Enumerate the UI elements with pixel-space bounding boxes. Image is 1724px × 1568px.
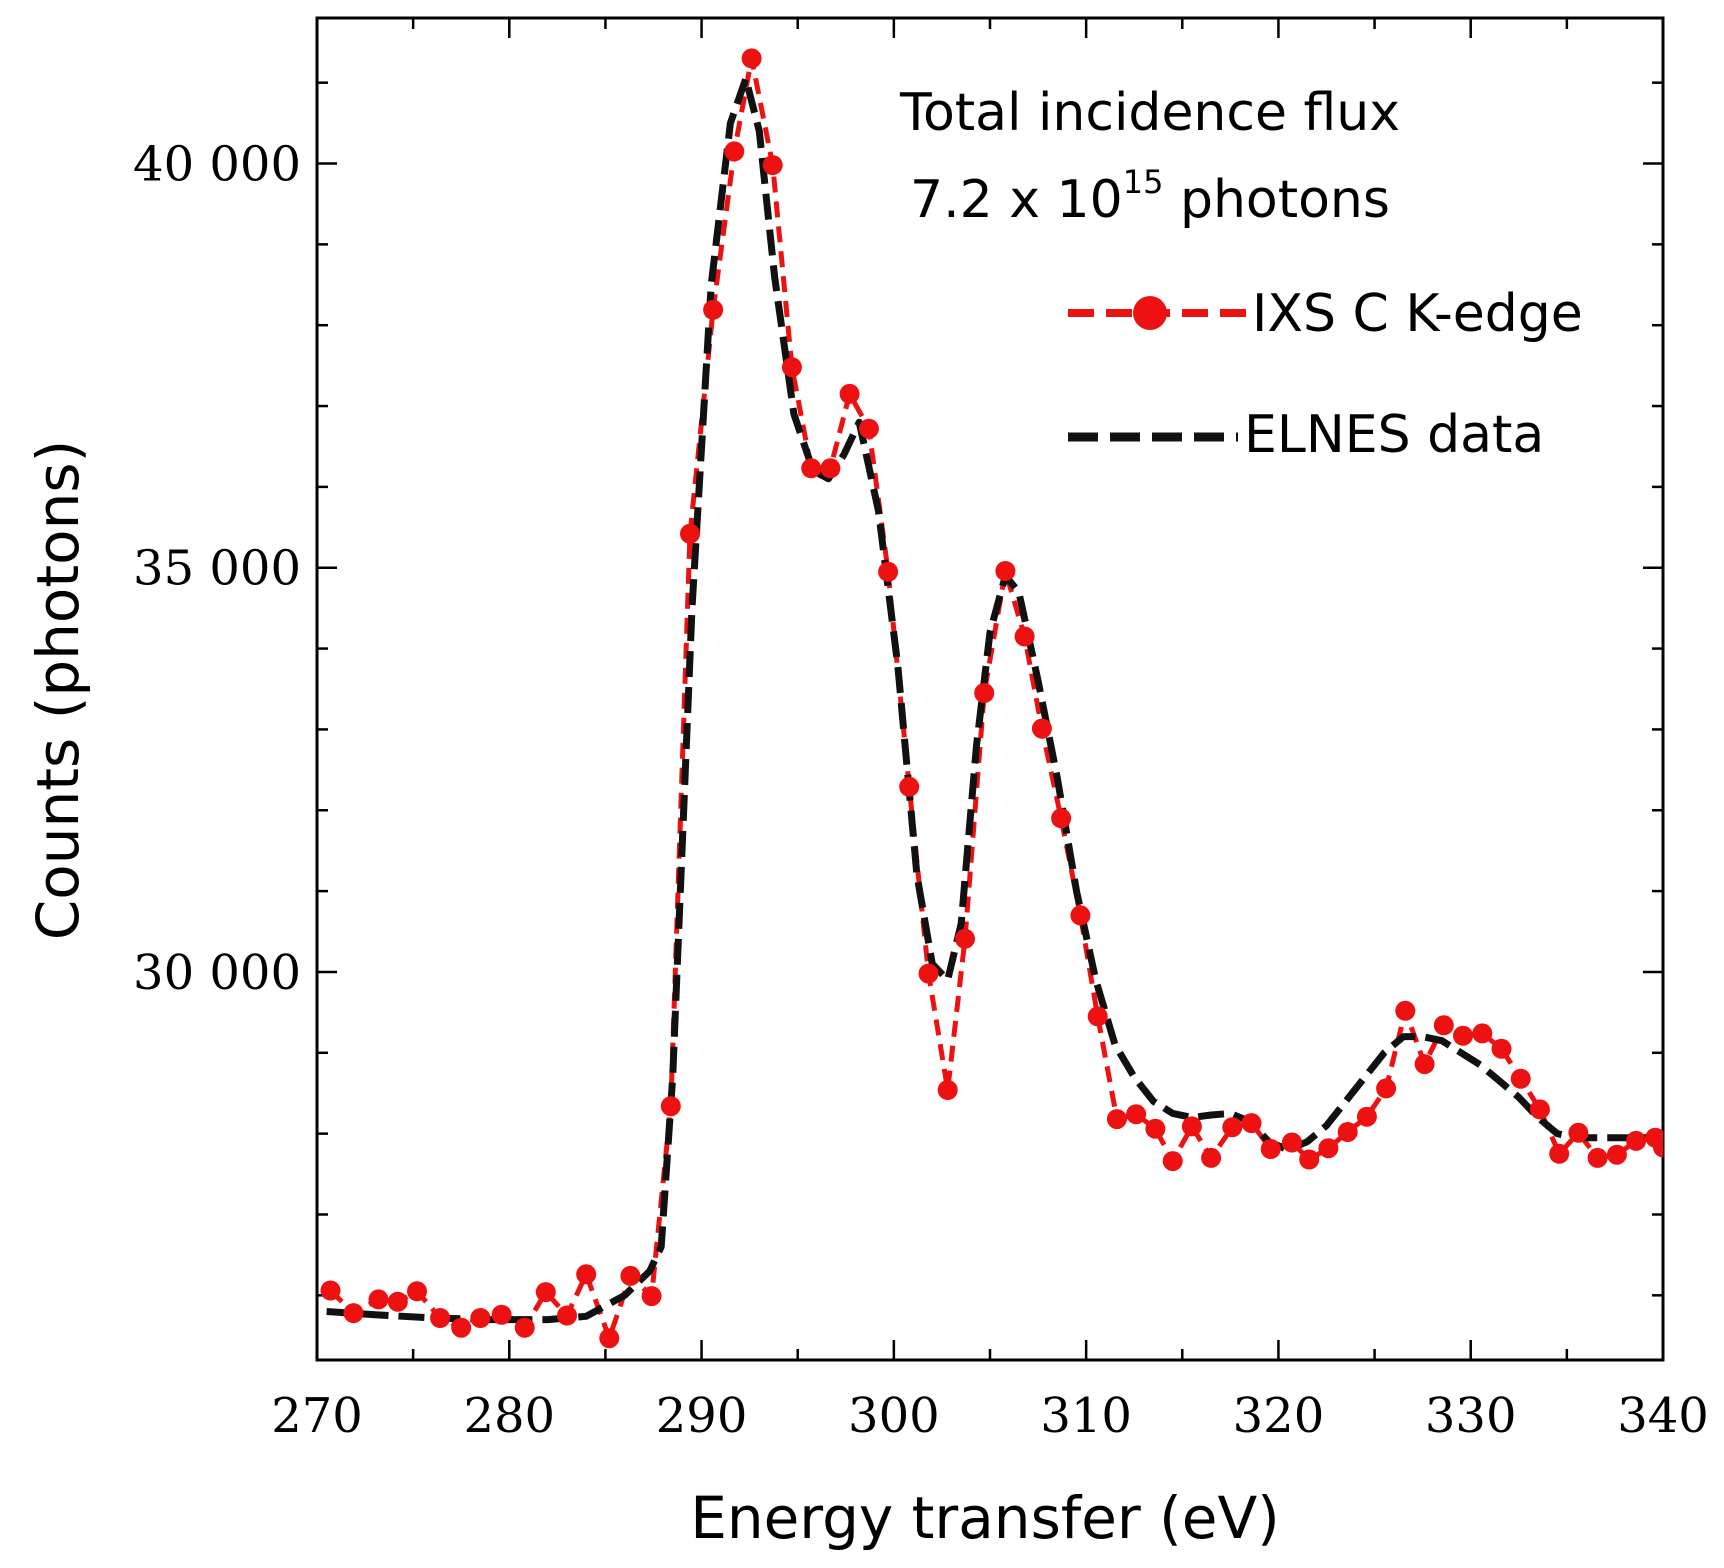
- y-tick-label: 30 000: [133, 945, 301, 1001]
- ixs-data-point: [741, 48, 762, 69]
- ixs-data-point: [1510, 1068, 1531, 1089]
- ixs-data-point: [599, 1328, 620, 1349]
- ixs-data-point: [1106, 1109, 1127, 1130]
- annotation-line-2: 7.2 x 1015 photons: [910, 163, 1390, 230]
- ixs-data-point: [641, 1286, 662, 1307]
- annotation-line-1: Total incidence flux: [899, 83, 1400, 143]
- annotation-superscript: 15: [1123, 163, 1164, 201]
- ixs-data-point: [1529, 1099, 1550, 1120]
- x-tick-labels: 270 280 290 300 310 320 330 340: [271, 1388, 1709, 1444]
- ixs-data-point: [1126, 1104, 1147, 1125]
- ixs-data-point: [1241, 1113, 1262, 1134]
- ixs-data-point: [1070, 905, 1091, 926]
- ixs-data-point: [1162, 1151, 1183, 1172]
- ixs-data-point: [368, 1289, 389, 1310]
- elnes-series-line: [326, 75, 1663, 1324]
- y-tick-label: 35 000: [133, 541, 301, 597]
- ixs-data-point: [1356, 1106, 1377, 1127]
- ixs-data-point: [1376, 1078, 1397, 1099]
- x-tick-label: 290: [656, 1388, 748, 1444]
- ixs-data-point: [1281, 1132, 1302, 1153]
- ixs-data-point: [491, 1304, 512, 1325]
- x-tick-label: 270: [271, 1388, 363, 1444]
- y-tick-label: 40 000: [133, 137, 301, 193]
- y-axis-title: Counts (photons): [24, 440, 92, 940]
- y-tick-labels: 30 000 35 000 40 000: [133, 137, 301, 1001]
- ixs-data-point: [918, 963, 939, 984]
- ixs-data-point: [430, 1308, 451, 1328]
- ixs-data-point: [1181, 1116, 1202, 1137]
- ixs-data-point: [1222, 1117, 1243, 1138]
- series-layer: [320, 48, 1663, 1349]
- ixs-data-point: [1491, 1038, 1512, 1059]
- ixs-data-point: [620, 1265, 641, 1286]
- ixs-data-point: [1626, 1130, 1647, 1151]
- ixs-data-point: [878, 561, 899, 582]
- ixs-data-point: [1031, 718, 1052, 739]
- ixs-data-point: [955, 928, 975, 949]
- x-tick-label: 320: [1233, 1388, 1325, 1444]
- ixs-data-point: [407, 1281, 427, 1302]
- annotation-line-2-prefix: 7.2 x 10: [910, 170, 1123, 230]
- ixs-data-point: [1260, 1139, 1281, 1159]
- ixs-data-point: [1395, 1000, 1416, 1021]
- ixs-data-point: [1014, 626, 1035, 647]
- ixs-data-point: [801, 458, 822, 479]
- ixs-data-point: [1587, 1147, 1608, 1168]
- ixs-data-point: [724, 141, 745, 162]
- x-axis-title: Energy transfer (eV): [690, 1484, 1280, 1552]
- ixs-data-point: [1299, 1149, 1320, 1170]
- legend-ixs-label: IXS C K-edge: [1252, 284, 1583, 344]
- ixs-data-point: [680, 523, 700, 544]
- ixs-data-point: [995, 561, 1016, 581]
- ixs-data-point: [1145, 1118, 1166, 1139]
- ixs-data-point: [451, 1317, 472, 1338]
- x-tick-label: 310: [1040, 1388, 1132, 1444]
- ixs-data-point: [1568, 1122, 1589, 1143]
- ixs-data-point: [1453, 1025, 1473, 1046]
- ixs-markers: [320, 48, 1663, 1349]
- ixs-data-point: [1549, 1143, 1570, 1164]
- axis-ticks: [315, 18, 1665, 1360]
- ixs-data-point: [1472, 1023, 1493, 1044]
- ixs-data-point: [1051, 808, 1072, 829]
- ixs-data-point: [703, 299, 724, 320]
- x-tick-label: 340: [1617, 1388, 1709, 1444]
- x-tick-label: 330: [1425, 1388, 1517, 1444]
- ixs-data-point: [514, 1317, 535, 1338]
- legend-elnes-label: ELNES data: [1244, 405, 1544, 465]
- x-tick-label: 300: [848, 1388, 940, 1444]
- legend: IXS C K-edge ELNES data: [1068, 284, 1583, 465]
- ixs-data-point: [1201, 1147, 1222, 1168]
- ixs-data-point: [660, 1096, 681, 1117]
- x-tick-label: 280: [463, 1388, 555, 1444]
- legend-ixs-marker: [1133, 296, 1167, 330]
- ixs-data-point: [1433, 1015, 1454, 1036]
- ixs-data-point: [781, 357, 802, 378]
- ixs-data-point: [899, 776, 920, 797]
- ixs-data-point: [470, 1308, 491, 1328]
- ixs-data-point: [557, 1305, 577, 1326]
- ixs-data-point: [387, 1291, 408, 1312]
- ixs-data-point: [1414, 1054, 1435, 1075]
- ixs-data-point: [1606, 1144, 1627, 1165]
- ixs-data-point: [937, 1080, 958, 1100]
- ixs-data-point: [535, 1282, 556, 1303]
- annotation-line-2-suffix: photons: [1163, 170, 1390, 230]
- ixs-data-point: [576, 1264, 597, 1285]
- ixs-data-point: [839, 383, 860, 404]
- ixs-data-point: [762, 155, 783, 176]
- ixs-data-point: [1318, 1138, 1339, 1159]
- ixs-data-point: [858, 418, 879, 439]
- ixs-data-point: [820, 458, 841, 479]
- ixs-data-point: [1087, 1006, 1108, 1027]
- ixs-data-point: [974, 683, 995, 703]
- ixs-data-point: [320, 1280, 341, 1301]
- ixs-data-point: [343, 1303, 364, 1324]
- ixs-data-point: [1337, 1122, 1358, 1142]
- ixs-data-point: [1653, 1137, 1663, 1158]
